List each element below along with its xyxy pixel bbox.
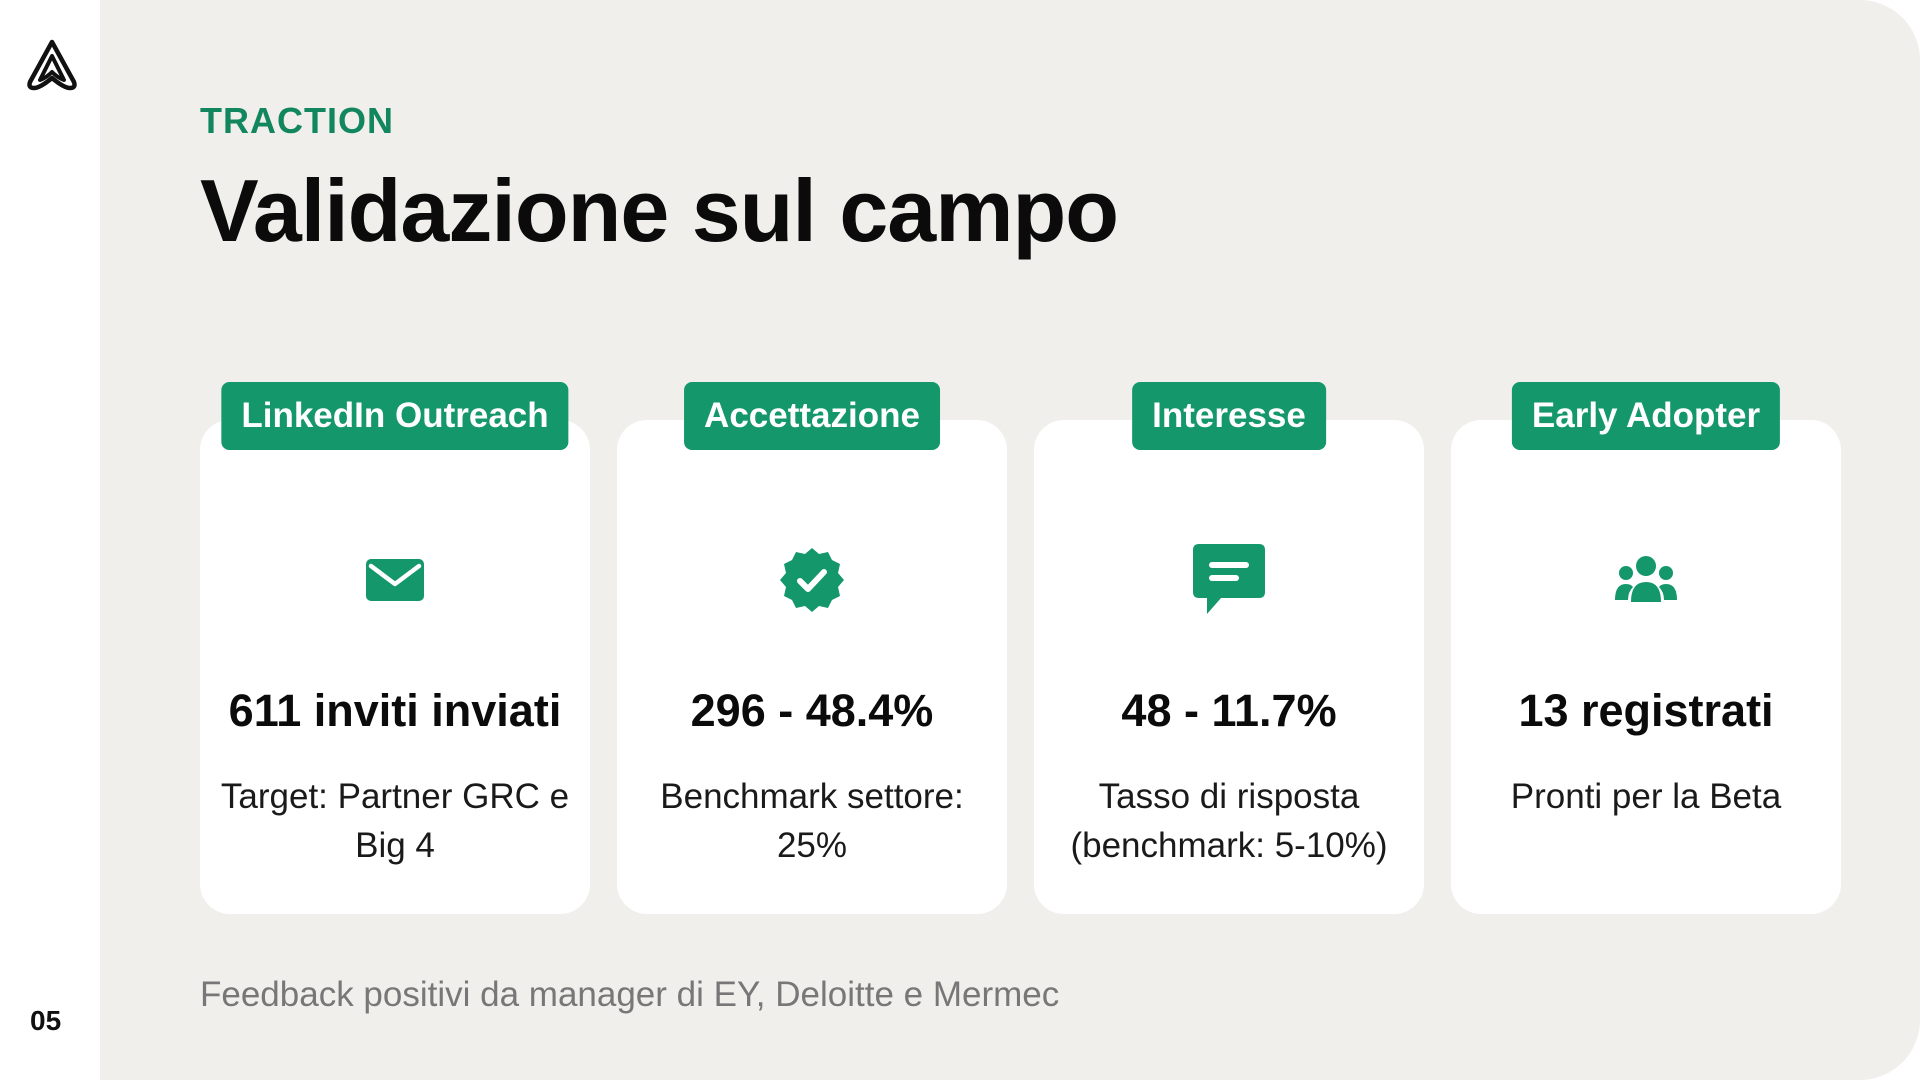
chat-bubble-icon	[1189, 540, 1269, 620]
page-number: 05	[30, 1005, 62, 1036]
card-metric: 48 - 11.7%	[1121, 685, 1337, 736]
card-description: Pronti per la Beta	[1510, 777, 1782, 816]
card-metric: 296 - 48.4%	[690, 685, 934, 736]
envelope-icon	[355, 540, 435, 620]
brand-logo-icon	[24, 38, 80, 94]
card-badge: LinkedIn Outreach	[221, 382, 569, 450]
card-metric: 13 registrati	[1518, 685, 1774, 736]
card-accettazione: Accettazione 296 - 48.4% Benchmark setto…	[617, 382, 1007, 914]
sidebar: 05	[0, 0, 100, 1080]
section-eyebrow: TRACTION	[200, 100, 394, 141]
users-icon	[1606, 540, 1686, 620]
card-description: Target: Partner GRC e Big 4	[220, 777, 570, 865]
footer-note: Feedback positivi da manager di EY, Delo…	[200, 975, 1060, 1014]
card-early-adopter: Early Adopter 13 registrati Pronti per l…	[1451, 382, 1841, 914]
page-title: Validazione sul campo	[200, 161, 1119, 260]
card-description: Benchmark settore: 25%	[660, 777, 964, 865]
card-description: Tasso di risposta (benchmark: 5-10%)	[1070, 777, 1388, 865]
card-badge: Accettazione	[684, 382, 940, 450]
card-badge: Early Adopter	[1511, 382, 1781, 450]
card-linkedin-outreach: LinkedIn Outreach 611 inviti inviati Tar…	[200, 382, 590, 914]
verified-badge-icon	[772, 540, 852, 620]
card-metric: 611 inviti inviati	[228, 685, 562, 736]
card-badge: Interesse	[1132, 382, 1326, 450]
card-interesse: Interesse 48 - 11.7% Tasso di risposta (…	[1034, 382, 1424, 914]
